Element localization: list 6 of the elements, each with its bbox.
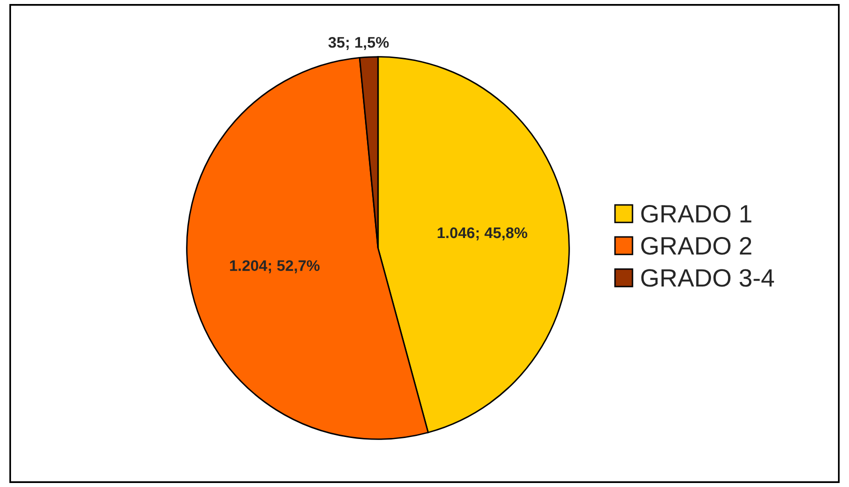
data-label: 35; 1,5% — [328, 36, 389, 50]
data-label: 1.046; 45,8% — [438, 227, 528, 240]
legend-label: GRADO 3-4 — [641, 269, 774, 287]
data-label: 1.204; 52,7% — [230, 260, 320, 274]
legend-label: GRADO 2 — [641, 237, 752, 255]
legend-label: GRADO 1 — [641, 204, 752, 223]
